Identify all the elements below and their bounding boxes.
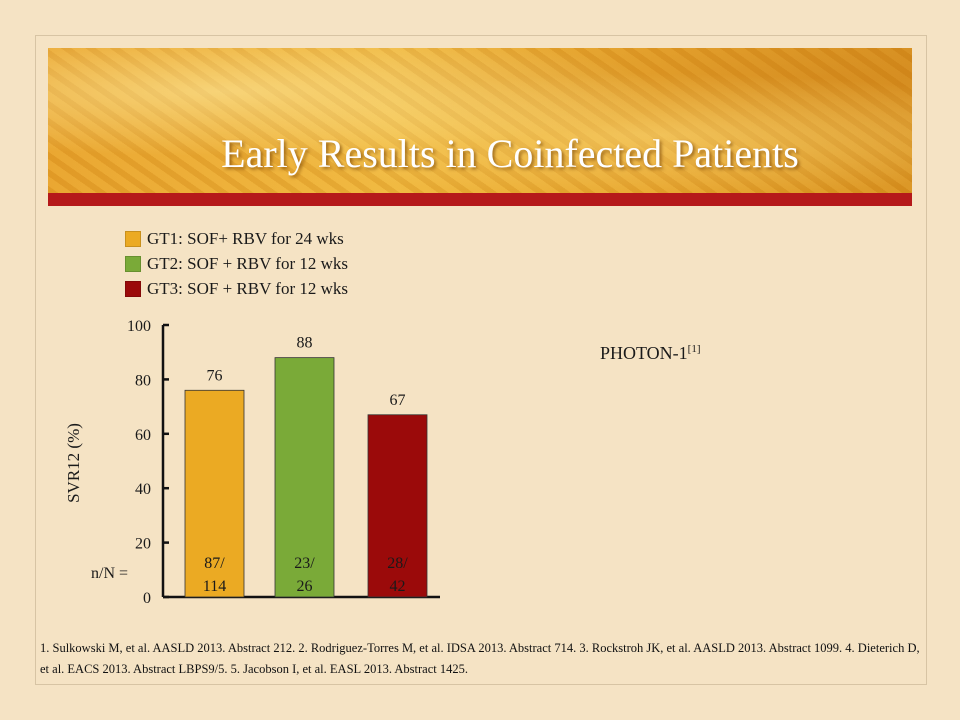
study-label: PHOTON-1[1] xyxy=(600,343,701,364)
legend-label-gt2: GT2: SOF + RBV for 12 wks xyxy=(147,253,349,273)
n-over-N-top-3: 28/ xyxy=(387,555,408,572)
legend-label-gt1: GT1: SOF+ RBV for 24 wks xyxy=(147,228,344,248)
y-tick-label-0: 0 xyxy=(143,590,151,607)
n-over-N-top-1: 87/ xyxy=(204,555,225,572)
bar-2 xyxy=(274,357,335,598)
bar-value-label-1: 76 xyxy=(207,367,223,384)
legend-item-gt3: GT3: SOF + RBV for 12 wks xyxy=(125,276,348,301)
y-tick-label-20: 20 xyxy=(135,536,151,553)
title-banner xyxy=(48,48,912,193)
n-over-N-label: n/N = xyxy=(91,565,128,582)
legend-label-gt3: GT3: SOF + RBV for 12 wks xyxy=(147,278,349,298)
legend-item-gt1: GT1: SOF+ RBV for 24 wks xyxy=(125,226,348,251)
legend-swatch-gt3 xyxy=(125,280,141,297)
chart-legend: GT1: SOF+ RBV for 24 wks GT2: SOF + RBV … xyxy=(125,226,348,301)
bar-value-label-3: 67 xyxy=(390,392,406,409)
study-reference: [1] xyxy=(687,343,701,355)
n-over-N-bottom-1: 114 xyxy=(203,578,226,595)
slide-frame xyxy=(35,35,927,685)
y-tick-label-100: 100 xyxy=(127,318,151,335)
y-axis-label: SVR12 (%) xyxy=(64,423,83,503)
legend-swatch-gt1 xyxy=(125,230,141,247)
bar-3 xyxy=(367,414,428,598)
n-over-N-top-2: 23/ xyxy=(294,555,315,572)
footnote-references: 1. Sulkowski M, et al. AASLD 2013. Abstr… xyxy=(40,641,920,676)
legend-item-gt2: GT2: SOF + RBV for 12 wks xyxy=(125,251,348,276)
n-over-N-bottom-2: 26 xyxy=(297,578,313,595)
n-over-N-bottom-3: 42 xyxy=(390,578,406,595)
bar-1 xyxy=(184,389,245,598)
title-underline xyxy=(48,193,912,206)
y-tick-label-60: 60 xyxy=(135,427,151,444)
y-tick-label-80: 80 xyxy=(135,372,151,389)
bar-value-label-2: 88 xyxy=(297,335,313,352)
legend-swatch-gt2 xyxy=(125,255,141,272)
study-name: PHOTON-1 xyxy=(600,343,688,363)
slide-title: Early Results in Coinfected Patients xyxy=(221,131,799,176)
y-tick-label-40: 40 xyxy=(135,481,151,498)
